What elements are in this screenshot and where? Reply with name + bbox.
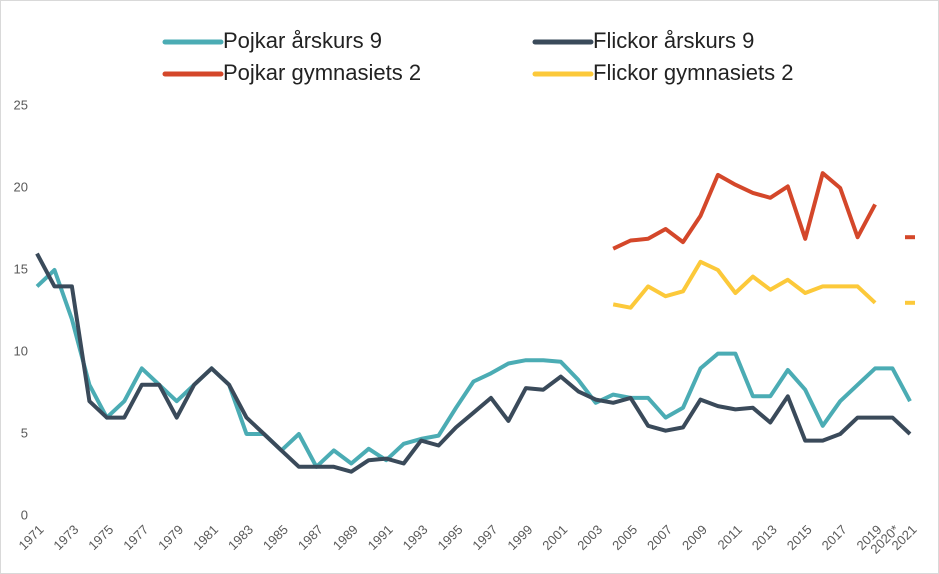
line-series [35, 268, 912, 469]
legend-label: Flickor årskurs 9 [593, 28, 754, 53]
y-tick-label: 0 [21, 507, 28, 522]
legend-label: Flickor gymnasiets 2 [593, 60, 794, 85]
line-series [35, 252, 912, 474]
legend-label: Pojkar årskurs 9 [223, 28, 382, 53]
y-tick-label: 15 [14, 261, 28, 276]
line-series [612, 259, 877, 310]
legend-label: Pojkar gymnasiets 2 [223, 60, 421, 85]
y-tick-label: 20 [14, 179, 28, 194]
y-tick-label: 25 [14, 97, 28, 112]
line-series [612, 171, 877, 251]
y-tick-label: 5 [21, 425, 28, 440]
y-tick-label: 10 [14, 343, 28, 358]
